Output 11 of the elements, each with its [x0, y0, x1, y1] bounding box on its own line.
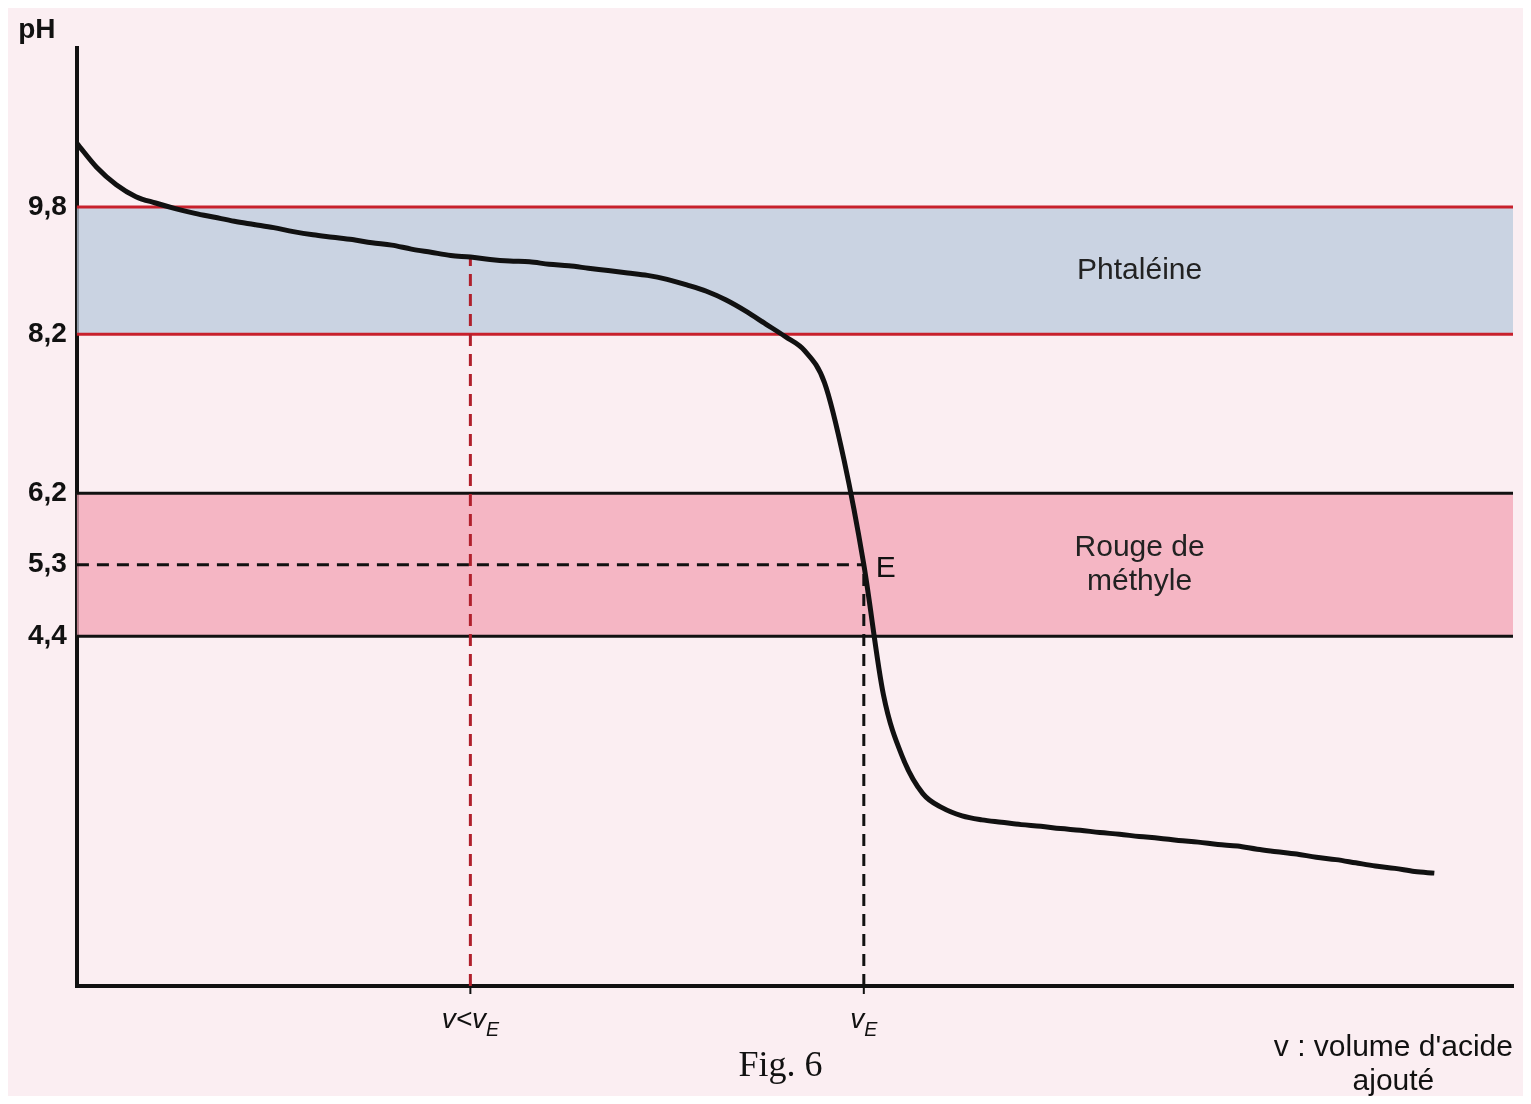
- annotation: E: [875, 549, 896, 583]
- y-tick-label: 9,8: [27, 189, 67, 221]
- x-axis-title: v : volume d'acide ajouté: [1273, 1029, 1513, 1096]
- y-tick-label: 5,3: [27, 547, 67, 579]
- band-label: Phtaléine: [1077, 251, 1203, 285]
- caption: Fig. 6: [738, 1044, 823, 1084]
- y-tick-label: 8,2: [27, 316, 67, 348]
- band-label: Rouge de méthyle: [1074, 528, 1205, 596]
- y-axis-title: pH: [18, 12, 56, 44]
- y-tick-label: 6,2: [27, 475, 67, 507]
- y-tick-label: 4,4: [27, 618, 68, 650]
